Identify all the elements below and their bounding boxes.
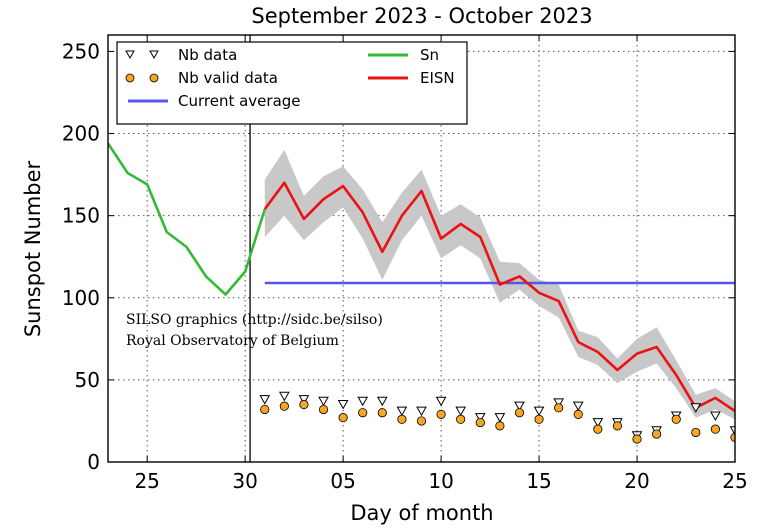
- legend-box: [116, 41, 468, 125]
- y-tick-label: 0: [87, 450, 100, 474]
- legend-circle-marker: [125, 73, 135, 83]
- nb-valid-data-point: [534, 414, 544, 424]
- y-tick-label: 100: [62, 286, 100, 310]
- y-axis-label: Sunspot Number: [21, 160, 45, 337]
- plot-area: SILSO graphics (http://sidc.be/silso) Roy…: [62, 34, 748, 493]
- nb-valid-data-point: [279, 401, 289, 411]
- nb-valid-data-point: [416, 416, 427, 426]
- nb-valid-data-point: [377, 408, 387, 418]
- legend-circle-marker: [149, 73, 159, 83]
- legend-triangle-marker: [125, 50, 135, 60]
- x-tick-label: 15: [526, 469, 551, 493]
- nb-data-point: [514, 401, 525, 412]
- nb-data-point: [259, 395, 271, 405]
- nb-valid-data-point: [475, 417, 485, 428]
- nb-data-point: [572, 401, 584, 412]
- nb-data-point: [533, 406, 545, 417]
- y-tick-label: 200: [62, 122, 100, 146]
- nb-data-point: [455, 406, 467, 417]
- nb-data-point: [278, 391, 290, 402]
- x-tick-label: 25: [722, 469, 747, 493]
- nb-valid-data-point: [514, 408, 525, 418]
- legend-label: Current average: [178, 92, 301, 110]
- nb-data-point: [592, 418, 604, 428]
- nb-valid-data-point: [397, 414, 407, 424]
- credit-annotation-line: SILSO graphics (http://sidc.be/silso): [126, 312, 383, 328]
- nb-data-point: [376, 396, 388, 407]
- nb-data-point: [690, 403, 702, 413]
- x-tick-label: 30: [232, 469, 257, 493]
- nb-data-point: [553, 398, 565, 408]
- nb-data-point: [494, 413, 506, 423]
- nb-data-point: [435, 396, 447, 407]
- nb-valid-data-point: [495, 421, 505, 431]
- nb-data-point: [729, 426, 735, 436]
- nb-valid-data-point: [318, 404, 329, 415]
- nb-valid-data-point: [593, 424, 603, 434]
- nb-valid-data-point: [652, 429, 662, 439]
- nb-data-point: [474, 413, 486, 423]
- nb-valid-data-point: [338, 413, 348, 423]
- sn-line: [108, 142, 267, 296]
- x-tick-label: 05: [330, 469, 355, 493]
- nb-valid-data-point: [358, 408, 368, 418]
- plot-series-group: [108, 35, 735, 462]
- chart-title: September 2023 - October 2023: [251, 4, 592, 28]
- legend-triangle-marker: [149, 50, 159, 60]
- nb-data-point: [710, 411, 721, 422]
- nb-valid-data-point: [632, 434, 642, 444]
- nb-valid-data-point: [573, 409, 583, 419]
- nb-data-point: [337, 400, 349, 410]
- x-tick-label: 10: [428, 469, 453, 493]
- credit-annotation-line: Royal Observatory of Belgium: [126, 333, 339, 349]
- nb-valid-data-point: [436, 409, 446, 419]
- y-tick-label: 50: [75, 368, 100, 392]
- x-tick-label: 20: [624, 469, 649, 493]
- nb-valid-data-point: [710, 424, 721, 434]
- nb-valid-data-point: [671, 414, 681, 424]
- nb-valid-data-point: [612, 421, 623, 431]
- legend-label: Nb data: [178, 46, 237, 64]
- nb-valid-data-point: [554, 403, 564, 413]
- nb-data-point: [298, 395, 310, 405]
- legend: Nb data Nb valid data Current average Sn EIS…: [116, 41, 468, 125]
- y-tick-label: 150: [62, 204, 100, 228]
- y-tick-label: 250: [62, 39, 100, 63]
- nb-data-point: [357, 396, 369, 407]
- x-tick-label: 25: [134, 469, 159, 493]
- nb-data-point: [318, 396, 329, 407]
- legend-label: EISN: [420, 69, 455, 87]
- nb-valid-data-point: [260, 404, 270, 415]
- x-axis-label: Day of month: [350, 501, 493, 525]
- eisn-line: [263, 181, 735, 413]
- legend-label: Sn: [420, 46, 439, 64]
- nb-valid-data-point: [691, 427, 701, 438]
- nb-valid-data-point: [456, 414, 466, 424]
- plot-frame: [107, 34, 736, 463]
- nb-valid-data-point: [299, 399, 309, 410]
- nb-data-point: [396, 406, 408, 417]
- nb-data-point: [416, 406, 427, 417]
- legend-label: Nb valid data: [178, 69, 278, 87]
